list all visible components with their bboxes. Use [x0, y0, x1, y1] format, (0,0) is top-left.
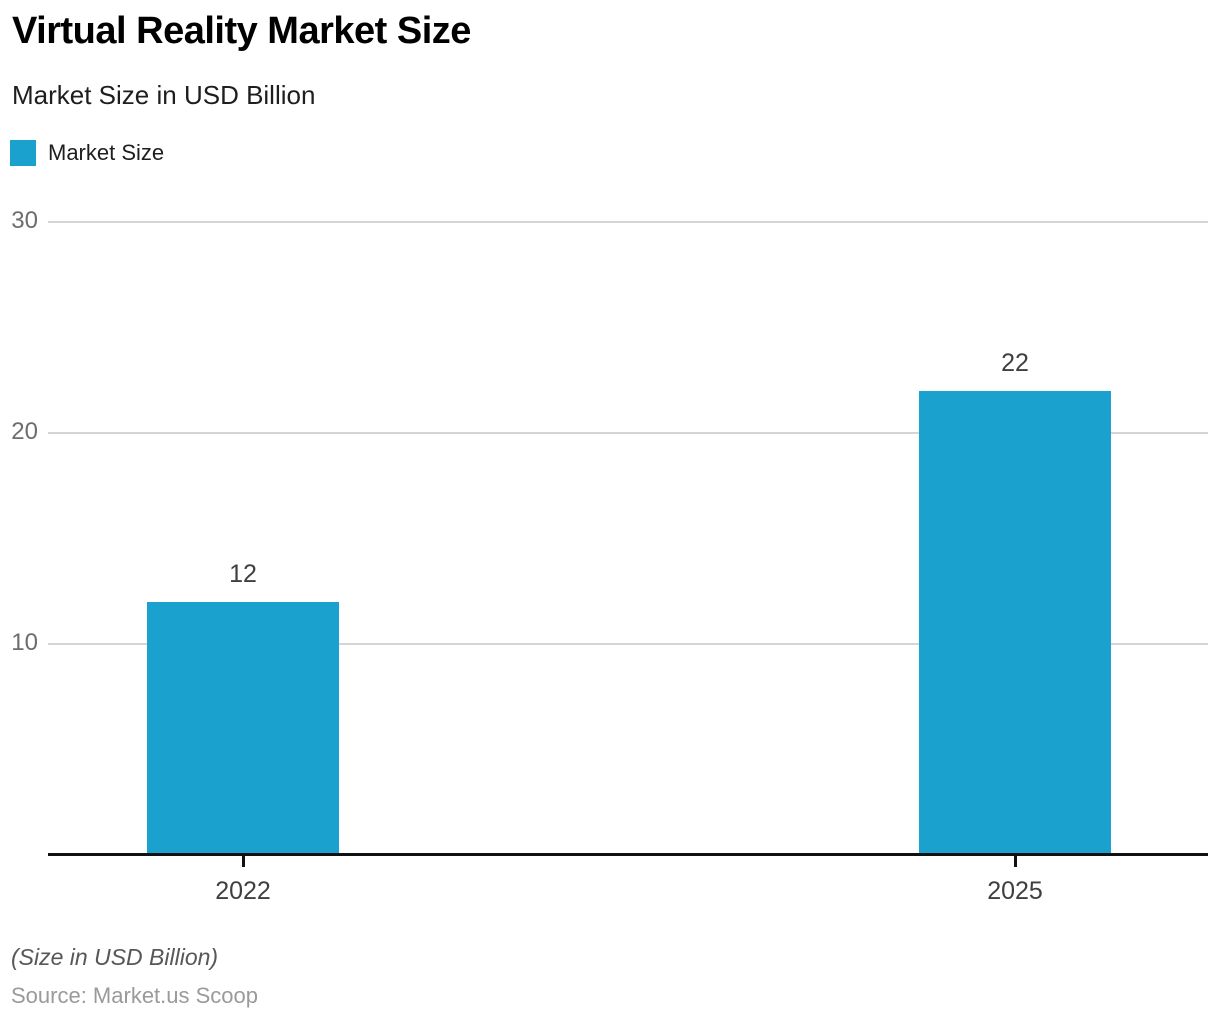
x-axis-tick-mark	[242, 856, 245, 867]
gridline	[48, 221, 1208, 223]
legend-label: Market Size	[48, 140, 165, 165]
y-axis-tick-label: 20	[11, 418, 38, 445]
x-axis-tick-mark	[1014, 856, 1017, 867]
gridline	[48, 432, 1208, 434]
x-axis-category-label: 2022	[215, 877, 271, 905]
x-axis-category-label: 2025	[987, 877, 1043, 905]
chart-title: Virtual Reality Market Size	[12, 10, 471, 52]
legend: Market Size	[10, 140, 164, 166]
bar-value-label: 22	[1001, 349, 1029, 377]
y-axis-tick-label: 30	[11, 207, 38, 234]
axis-note: (Size in USD Billion)	[11, 944, 219, 970]
bar-2022	[147, 602, 339, 856]
x-axis-line	[48, 853, 1208, 856]
bar-2025	[919, 391, 1111, 856]
bar-value-label: 12	[229, 560, 257, 588]
y-axis-tick-label: 10	[11, 629, 38, 656]
gridline	[48, 643, 1208, 645]
legend-swatch-icon	[10, 140, 36, 166]
source-text: Source: Market.us Scoop	[11, 983, 259, 1008]
chart-subtitle: Market Size in USD Billion	[12, 80, 316, 110]
